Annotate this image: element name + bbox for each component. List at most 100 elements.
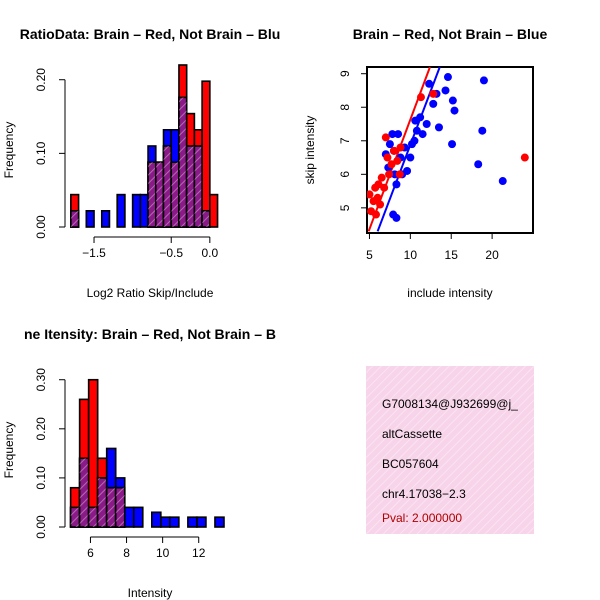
ratio-histogram-ylabel: Frequency xyxy=(2,122,16,179)
scatter-ylabel: skip intensity xyxy=(303,116,317,185)
scatter-title: Brain – Red, Not Brain – Blue xyxy=(353,26,548,42)
blue-point-13 xyxy=(403,166,412,175)
ratio-blue-bar-9 xyxy=(139,193,149,228)
intensity-overlap-hatch-2 xyxy=(88,507,98,527)
intensity-blue-bar-13 xyxy=(187,516,198,528)
ratio-histogram-bars xyxy=(70,64,219,228)
ratio-x-tick-label-1: −0.5 xyxy=(159,246,183,260)
blue-point-14 xyxy=(406,153,415,162)
ratio-red-bar-18 xyxy=(209,193,219,228)
scatter-y-tick-label-2: 7 xyxy=(338,137,352,144)
intensity-overlap-hatch-1 xyxy=(79,458,89,527)
ratio-blue-bar-2 xyxy=(85,210,95,228)
intensity-histogram: ne Itensity: Brain – Red, Not Brain – B … xyxy=(2,326,276,600)
intensity-blue-bar-11 xyxy=(169,516,180,528)
red-point-19 xyxy=(429,89,438,98)
scatter-x-tick-label-3: 20 xyxy=(485,248,499,262)
intensity-red-bar-2 xyxy=(87,378,99,528)
blue-point-28 xyxy=(448,96,457,105)
blue-point-2 xyxy=(385,140,394,149)
ratio-overlap-hatch-12 xyxy=(163,146,172,227)
red-point-14 xyxy=(389,146,398,155)
ratio-overlap-hatch-13 xyxy=(171,162,179,227)
ratio-overlap-hatch-10 xyxy=(148,162,156,227)
intensity-histogram-bars xyxy=(69,378,225,528)
blue-point-29 xyxy=(450,106,459,115)
blue-point-33 xyxy=(479,76,488,85)
intensity-x-tick-label-0: 6 xyxy=(87,546,94,560)
blue-point-23 xyxy=(429,99,438,108)
blue-point-6 xyxy=(392,180,401,189)
red-point-7 xyxy=(376,200,385,209)
intensity-blue-bar-7 xyxy=(132,506,144,528)
intensity-overlap-hatch-0 xyxy=(70,507,80,527)
info-pval: Pval: 2.000000 xyxy=(382,511,462,525)
ratio-blue-bar-4 xyxy=(100,210,111,228)
blue-point-21 xyxy=(422,120,431,129)
scatter-x-tick-label-1: 10 xyxy=(404,248,418,262)
intensity-y-tick-label-1: 0.10 xyxy=(34,466,48,490)
ratio-blue-bar-8 xyxy=(131,193,142,228)
intensity-overlap-hatch-4 xyxy=(106,487,116,527)
ratio-histogram-axes: −1.5 −0.5 0.0 0.00 0.10 0.20 xyxy=(34,68,219,260)
red-point-16 xyxy=(395,170,404,179)
info-panel: G7008134@J932699@j_ altCassette BC057604… xyxy=(366,366,534,534)
blue-point-19 xyxy=(416,113,425,122)
info-accession: BC057604 xyxy=(382,457,439,471)
intensity-histogram-axes: 6 8 10 12 0.00 0.10 0.20 0.30 xyxy=(34,368,206,560)
scatter-x-tick-label-2: 15 xyxy=(445,248,459,262)
red-point-5 xyxy=(373,193,382,202)
intensity-blue-bar-14 xyxy=(196,516,207,528)
intensity-y-tick-label-2: 0.20 xyxy=(34,417,48,441)
ratio-y-tick-label-2: 0.20 xyxy=(34,68,48,92)
intensity-overlap-hatch-5 xyxy=(115,487,125,527)
info-exon-id: G7008134@J932699@j_ xyxy=(382,397,518,411)
info-panel-hatch xyxy=(366,366,534,534)
scatter-y-tick-label-0: 5 xyxy=(338,204,352,211)
scatter-plot-frame xyxy=(366,66,534,234)
scatter-marks xyxy=(367,67,529,232)
blue-point-16 xyxy=(410,136,419,145)
blue-point-9 xyxy=(394,130,403,139)
ratio-histogram-xlabel: Log2 Ratio Skip/Include xyxy=(87,286,214,300)
red-point-20 xyxy=(520,153,529,162)
red-point-0 xyxy=(367,190,374,199)
intensity-overlap-hatch-3 xyxy=(97,477,107,527)
ratio-y-tick-label-1: 0.10 xyxy=(34,141,48,165)
intensity-histogram-xlabel: Intensity xyxy=(128,586,173,600)
ratio-overlap-hatch-17 xyxy=(202,210,210,227)
ratio-x-tick-label-0: −1.5 xyxy=(82,246,106,260)
ratio-red-bar-17 xyxy=(201,80,211,228)
red-point-18 xyxy=(416,93,425,102)
intensity-scatter: Brain – Red, Not Brain – Blue include in… xyxy=(303,26,547,300)
blue-point-31 xyxy=(474,160,483,169)
red-point-9 xyxy=(380,183,389,192)
blue-point-22 xyxy=(425,79,434,88)
ratio-overlap-hatch-14 xyxy=(178,97,187,228)
red-point-8 xyxy=(377,173,386,182)
red-point-17 xyxy=(396,143,405,152)
intensity-histogram-title: ne Itensity: Brain – Red, Not Brain – B xyxy=(24,326,276,342)
scatter-xlabel: include intensity xyxy=(407,286,492,300)
ratio-overlap-hatch-0 xyxy=(70,210,79,227)
scatter-x-tick-label-0: 5 xyxy=(366,248,373,262)
intensity-blue-bar-6 xyxy=(123,506,135,528)
blue-point-27 xyxy=(443,73,452,82)
ratio-overlap-hatch-16 xyxy=(194,146,203,227)
info-event-type: altCassette xyxy=(382,427,442,441)
ratio-blue-bar-6 xyxy=(116,193,126,228)
intensity-blue-bar-9 xyxy=(151,511,162,528)
scatter-y-tick-label-3: 8 xyxy=(338,104,352,111)
red-point-10 xyxy=(381,133,390,142)
intensity-x-tick-label-2: 10 xyxy=(156,546,170,560)
blue-point-3 xyxy=(388,130,397,139)
ratio-histogram: RatioData: Brain – Red, Not Brain – Blu … xyxy=(2,26,280,300)
scatter-y-tick-label-4: 9 xyxy=(338,70,352,77)
intensity-y-tick-label-0: 0.00 xyxy=(34,515,48,539)
ratio-overlap-hatch-15 xyxy=(186,146,195,227)
intensity-x-tick-label-1: 8 xyxy=(123,546,130,560)
intensity-blue-bar-10 xyxy=(160,516,171,528)
red-point-12 xyxy=(385,170,394,179)
blue-point-25 xyxy=(434,123,443,132)
info-location: chr4.17038−2.3 xyxy=(382,487,466,501)
